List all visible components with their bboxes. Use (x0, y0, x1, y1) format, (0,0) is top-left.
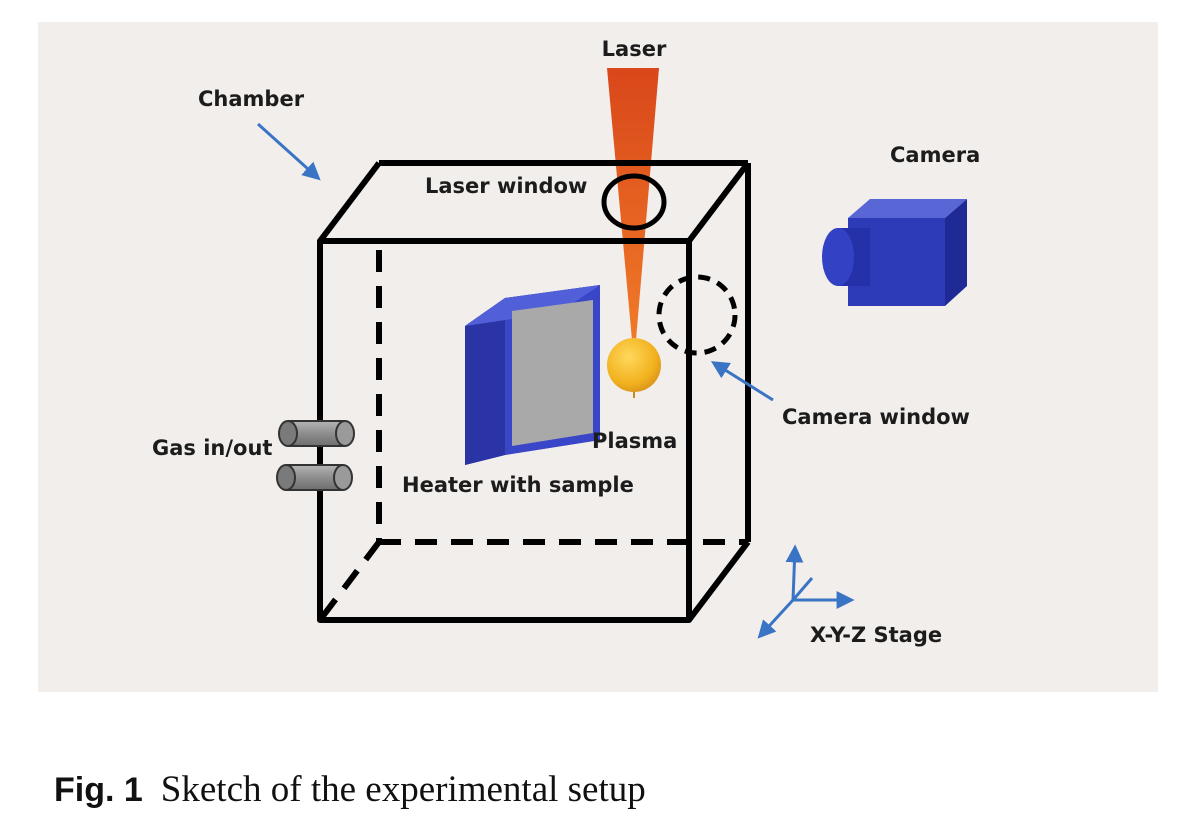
label-laser-window: Laser window (425, 174, 587, 198)
label-laser: Laser (602, 37, 667, 61)
label-camera-window: Camera window (782, 405, 970, 429)
label-plasma: Plasma (592, 429, 677, 453)
laser-beam (607, 68, 659, 340)
chamber-arrow (256, 122, 321, 181)
gas-ports (276, 420, 355, 491)
heater-with-sample (465, 285, 600, 465)
label-heater: Heater with sample (402, 473, 634, 497)
label-camera: Camera (890, 143, 980, 167)
camera-icon (822, 199, 967, 306)
label-chamber: Chamber (198, 87, 305, 111)
caption-prefix: Fig. 1 (54, 771, 143, 809)
label-stage: X-Y-Z Stage (810, 623, 942, 647)
plasma-ball (607, 338, 661, 398)
figure-caption: Fig. 1 Sketch of the experimental setup (54, 768, 646, 818)
camera-window (656, 274, 738, 356)
xyz-stage-axes-icon (757, 544, 855, 639)
camera-window-arrow (710, 361, 774, 402)
laser-window (601, 173, 667, 231)
caption-text: Sketch of the experimental setup (160, 769, 646, 810)
label-gas: Gas in/out (152, 436, 272, 460)
